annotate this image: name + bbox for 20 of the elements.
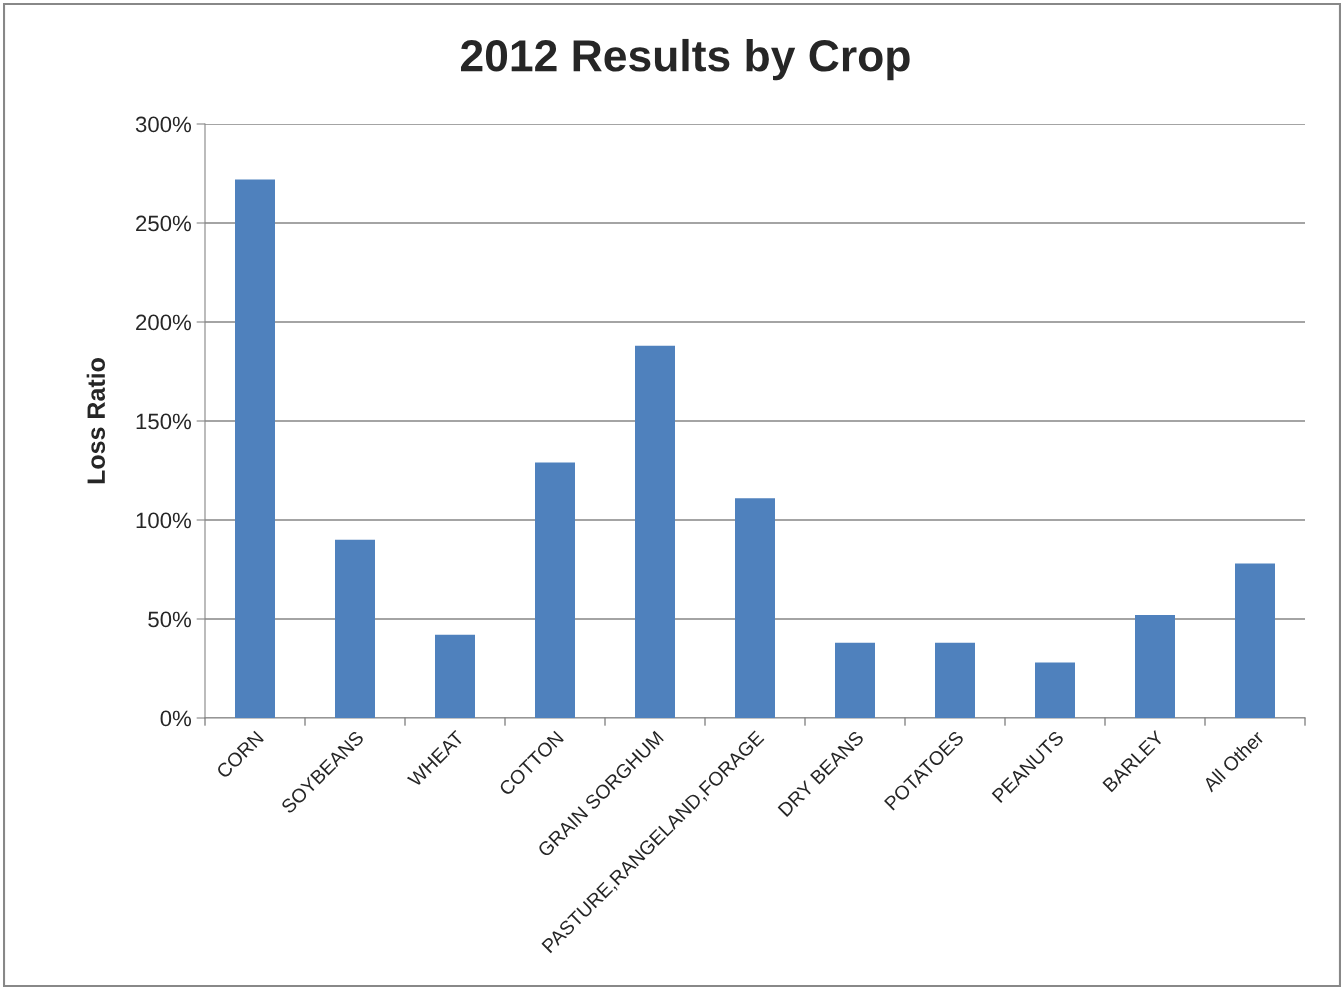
bar [635, 345, 675, 718]
bar [235, 179, 275, 718]
y-tick-label: 0% [160, 710, 192, 727]
bar [335, 539, 375, 718]
bar [1135, 615, 1175, 718]
bar [735, 498, 775, 718]
bar [835, 642, 875, 718]
y-axis-title: Loss Ratio [86, 358, 106, 484]
bar [1235, 563, 1275, 718]
y-tick-label: 300% [135, 116, 192, 133]
chart-title: 2012 Results by Crop [460, 38, 910, 81]
bar [935, 642, 975, 718]
y-tick-label: 150% [136, 413, 192, 430]
bar [535, 462, 575, 718]
y-tick-label: 200% [136, 314, 192, 331]
bar [435, 634, 475, 718]
y-tick-label: 100% [136, 512, 192, 529]
y-tick-label: 50% [148, 611, 192, 628]
bar [1035, 662, 1075, 718]
y-tick-label: 250% [136, 215, 192, 232]
